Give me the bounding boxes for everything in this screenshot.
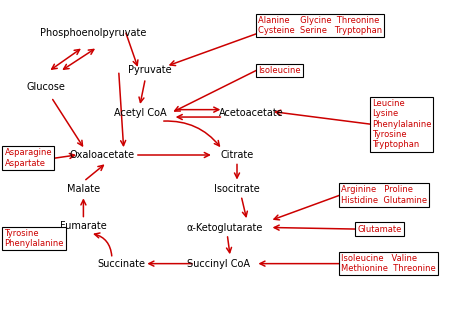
Text: Phosphoenolpyruvate: Phosphoenolpyruvate [40, 28, 146, 38]
Text: Leucine
Lysine
Phenylalanine
Tyrosine
Tryptophan: Leucine Lysine Phenylalanine Tyrosine Tr… [372, 99, 431, 149]
Text: Acetoacetate: Acetoacetate [219, 108, 283, 118]
Text: Citrate: Citrate [220, 150, 254, 160]
Text: Fumarate: Fumarate [60, 221, 107, 231]
Text: Succinyl CoA: Succinyl CoA [187, 259, 250, 269]
Text: Isoleucine   Valine
Methionine  Threonine: Isoleucine Valine Methionine Threonine [341, 254, 436, 273]
Text: Isocitrate: Isocitrate [214, 184, 260, 194]
Text: Glucose: Glucose [26, 82, 65, 92]
Text: Succinate: Succinate [97, 259, 145, 269]
Text: Alanine    Glycine  Threonine
Cysteine  Serine   Tryptophan: Alanine Glycine Threonine Cysteine Serin… [258, 16, 383, 35]
Text: Acetyl CoA: Acetyl CoA [114, 108, 166, 118]
Text: Asparagine
Aspartate: Asparagine Aspartate [4, 148, 52, 168]
Text: α-Ketoglutarate: α-Ketoglutarate [187, 223, 264, 232]
Text: Arginine   Proline
Histidine  Glutamine: Arginine Proline Histidine Glutamine [341, 185, 427, 205]
Text: Oxaloacetate: Oxaloacetate [70, 150, 135, 160]
Text: Pyruvate: Pyruvate [128, 65, 172, 75]
Text: Tyrosine
Phenylalanine: Tyrosine Phenylalanine [4, 228, 64, 248]
Text: Malate: Malate [67, 184, 100, 194]
Text: Glutamate: Glutamate [357, 224, 402, 233]
Text: Isoleucine: Isoleucine [258, 66, 301, 75]
